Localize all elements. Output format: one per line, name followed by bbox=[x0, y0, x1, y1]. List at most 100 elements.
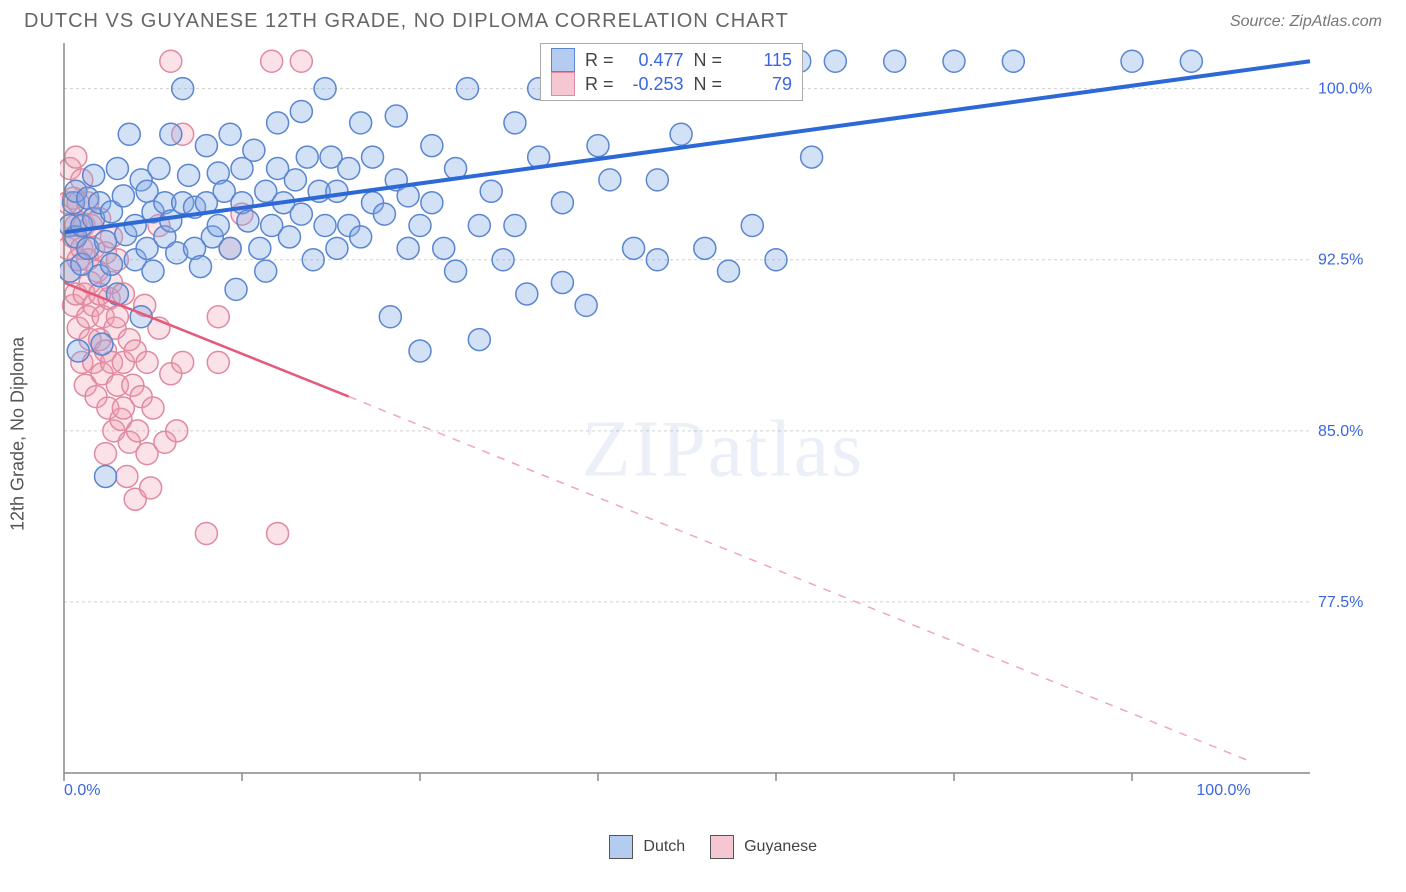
dutch-point bbox=[623, 237, 645, 259]
dutch-point bbox=[646, 169, 668, 191]
dutch-label: Dutch bbox=[643, 838, 685, 855]
dutch-point bbox=[516, 283, 538, 305]
x-tick-label: 0.0% bbox=[64, 782, 100, 799]
dutch-point bbox=[255, 260, 277, 282]
dutch-point bbox=[373, 203, 395, 225]
dutch-point bbox=[314, 78, 336, 100]
dutch-point bbox=[219, 123, 241, 145]
dutch-point bbox=[142, 260, 164, 282]
page-title: DUTCH VS GUYANESE 12TH GRADE, NO DIPLOMA… bbox=[24, 10, 789, 33]
dutch-point bbox=[480, 180, 502, 202]
guyanese-point bbox=[267, 522, 289, 544]
dutch-point bbox=[148, 157, 170, 179]
dutch-point bbox=[362, 146, 384, 168]
dutch-point bbox=[219, 237, 241, 259]
dutch-point bbox=[492, 249, 514, 271]
dutch-point bbox=[95, 465, 117, 487]
dutch-point bbox=[296, 146, 318, 168]
dutch-point bbox=[350, 226, 372, 248]
dutch-point bbox=[409, 215, 431, 237]
dutch-point bbox=[338, 157, 360, 179]
dutch-point bbox=[943, 50, 965, 72]
dutch-point bbox=[397, 237, 419, 259]
dutch-point bbox=[445, 260, 467, 282]
dutch-point bbox=[314, 215, 336, 237]
dutch-point bbox=[267, 112, 289, 134]
dutch-point bbox=[326, 180, 348, 202]
dutch-point bbox=[284, 169, 306, 191]
dutch-point bbox=[237, 210, 259, 232]
guyanese-point bbox=[207, 306, 229, 328]
dutch-point bbox=[106, 157, 128, 179]
x-tick-label: 100.0% bbox=[1196, 782, 1250, 799]
guyanese-point bbox=[142, 397, 164, 419]
dutch-point bbox=[326, 237, 348, 259]
dutch-point bbox=[551, 272, 573, 294]
guyanese-point bbox=[261, 50, 283, 72]
guyanese-point bbox=[136, 351, 158, 373]
dutch-point bbox=[824, 50, 846, 72]
dutch-point bbox=[433, 237, 455, 259]
dutch-point bbox=[504, 112, 526, 134]
dutch-point bbox=[350, 112, 372, 134]
y-tick-label: 92.5% bbox=[1318, 252, 1363, 269]
dutch-point bbox=[195, 135, 217, 157]
dutch-swatch bbox=[609, 835, 633, 859]
dutch-point bbox=[189, 256, 211, 278]
guyanese-point bbox=[172, 351, 194, 373]
guyanese-point bbox=[65, 146, 87, 168]
y-tick-label: 85.0% bbox=[1318, 423, 1363, 440]
dutch-point bbox=[741, 215, 763, 237]
dutch-point bbox=[100, 253, 122, 275]
guyanese-trendline-extrapolated bbox=[349, 397, 1251, 762]
guyanese-swatch bbox=[710, 835, 734, 859]
dutch-point bbox=[1121, 50, 1143, 72]
dutch-point bbox=[207, 215, 229, 237]
dutch-point bbox=[421, 135, 443, 157]
dutch-point bbox=[670, 123, 692, 145]
dutch-point bbox=[95, 230, 117, 252]
dutch-point bbox=[112, 185, 134, 207]
dutch-point bbox=[385, 105, 407, 127]
dutch-point bbox=[456, 78, 478, 100]
scatter-plot: 77.5% 85.0% 92.5% 100.0% 0.0% 100.0% bbox=[60, 39, 1380, 829]
guyanese-point bbox=[95, 443, 117, 465]
dutch-point bbox=[765, 249, 787, 271]
series-legend: Dutch Guyanese bbox=[0, 829, 1406, 859]
chart-container: 12th Grade, No Diploma ZIPatlas R =0.477… bbox=[60, 39, 1386, 829]
dutch-point bbox=[468, 329, 490, 351]
guyanese-point bbox=[166, 420, 188, 442]
dutch-point bbox=[801, 146, 823, 168]
guyanese-point bbox=[140, 477, 162, 499]
dutch-point bbox=[551, 192, 573, 214]
stats-legend: R =0.477 N =115 R =-0.253 N =79 bbox=[540, 43, 803, 101]
y-tick-label: 100.0% bbox=[1318, 81, 1372, 98]
dutch-point bbox=[587, 135, 609, 157]
y-axis-label: 12th Grade, No Diploma bbox=[8, 337, 29, 531]
y-tick-label: 77.5% bbox=[1318, 594, 1363, 611]
dutch-point bbox=[302, 249, 324, 271]
dutch-point bbox=[278, 226, 300, 248]
dutch-point bbox=[160, 123, 182, 145]
guyanese-point bbox=[116, 465, 138, 487]
dutch-point bbox=[91, 333, 113, 355]
dutch-point bbox=[83, 164, 105, 186]
dutch-point bbox=[1002, 50, 1024, 72]
guyanese-label: Guyanese bbox=[744, 838, 817, 855]
dutch-point bbox=[178, 164, 200, 186]
guyanese-point bbox=[106, 306, 128, 328]
dutch-point bbox=[409, 340, 431, 362]
dutch-point bbox=[421, 192, 443, 214]
dutch-point bbox=[694, 237, 716, 259]
dutch-point bbox=[67, 340, 89, 362]
dutch-point bbox=[118, 123, 140, 145]
dutch-point bbox=[1180, 50, 1202, 72]
guyanese-point bbox=[127, 420, 149, 442]
dutch-point bbox=[172, 78, 194, 100]
dutch-point bbox=[290, 100, 312, 122]
dutch-point bbox=[225, 278, 247, 300]
source-label: Source: ZipAtlas.com bbox=[1230, 13, 1382, 31]
dutch-point bbox=[504, 215, 526, 237]
guyanese-point bbox=[207, 351, 229, 373]
guyanese-point bbox=[160, 50, 182, 72]
